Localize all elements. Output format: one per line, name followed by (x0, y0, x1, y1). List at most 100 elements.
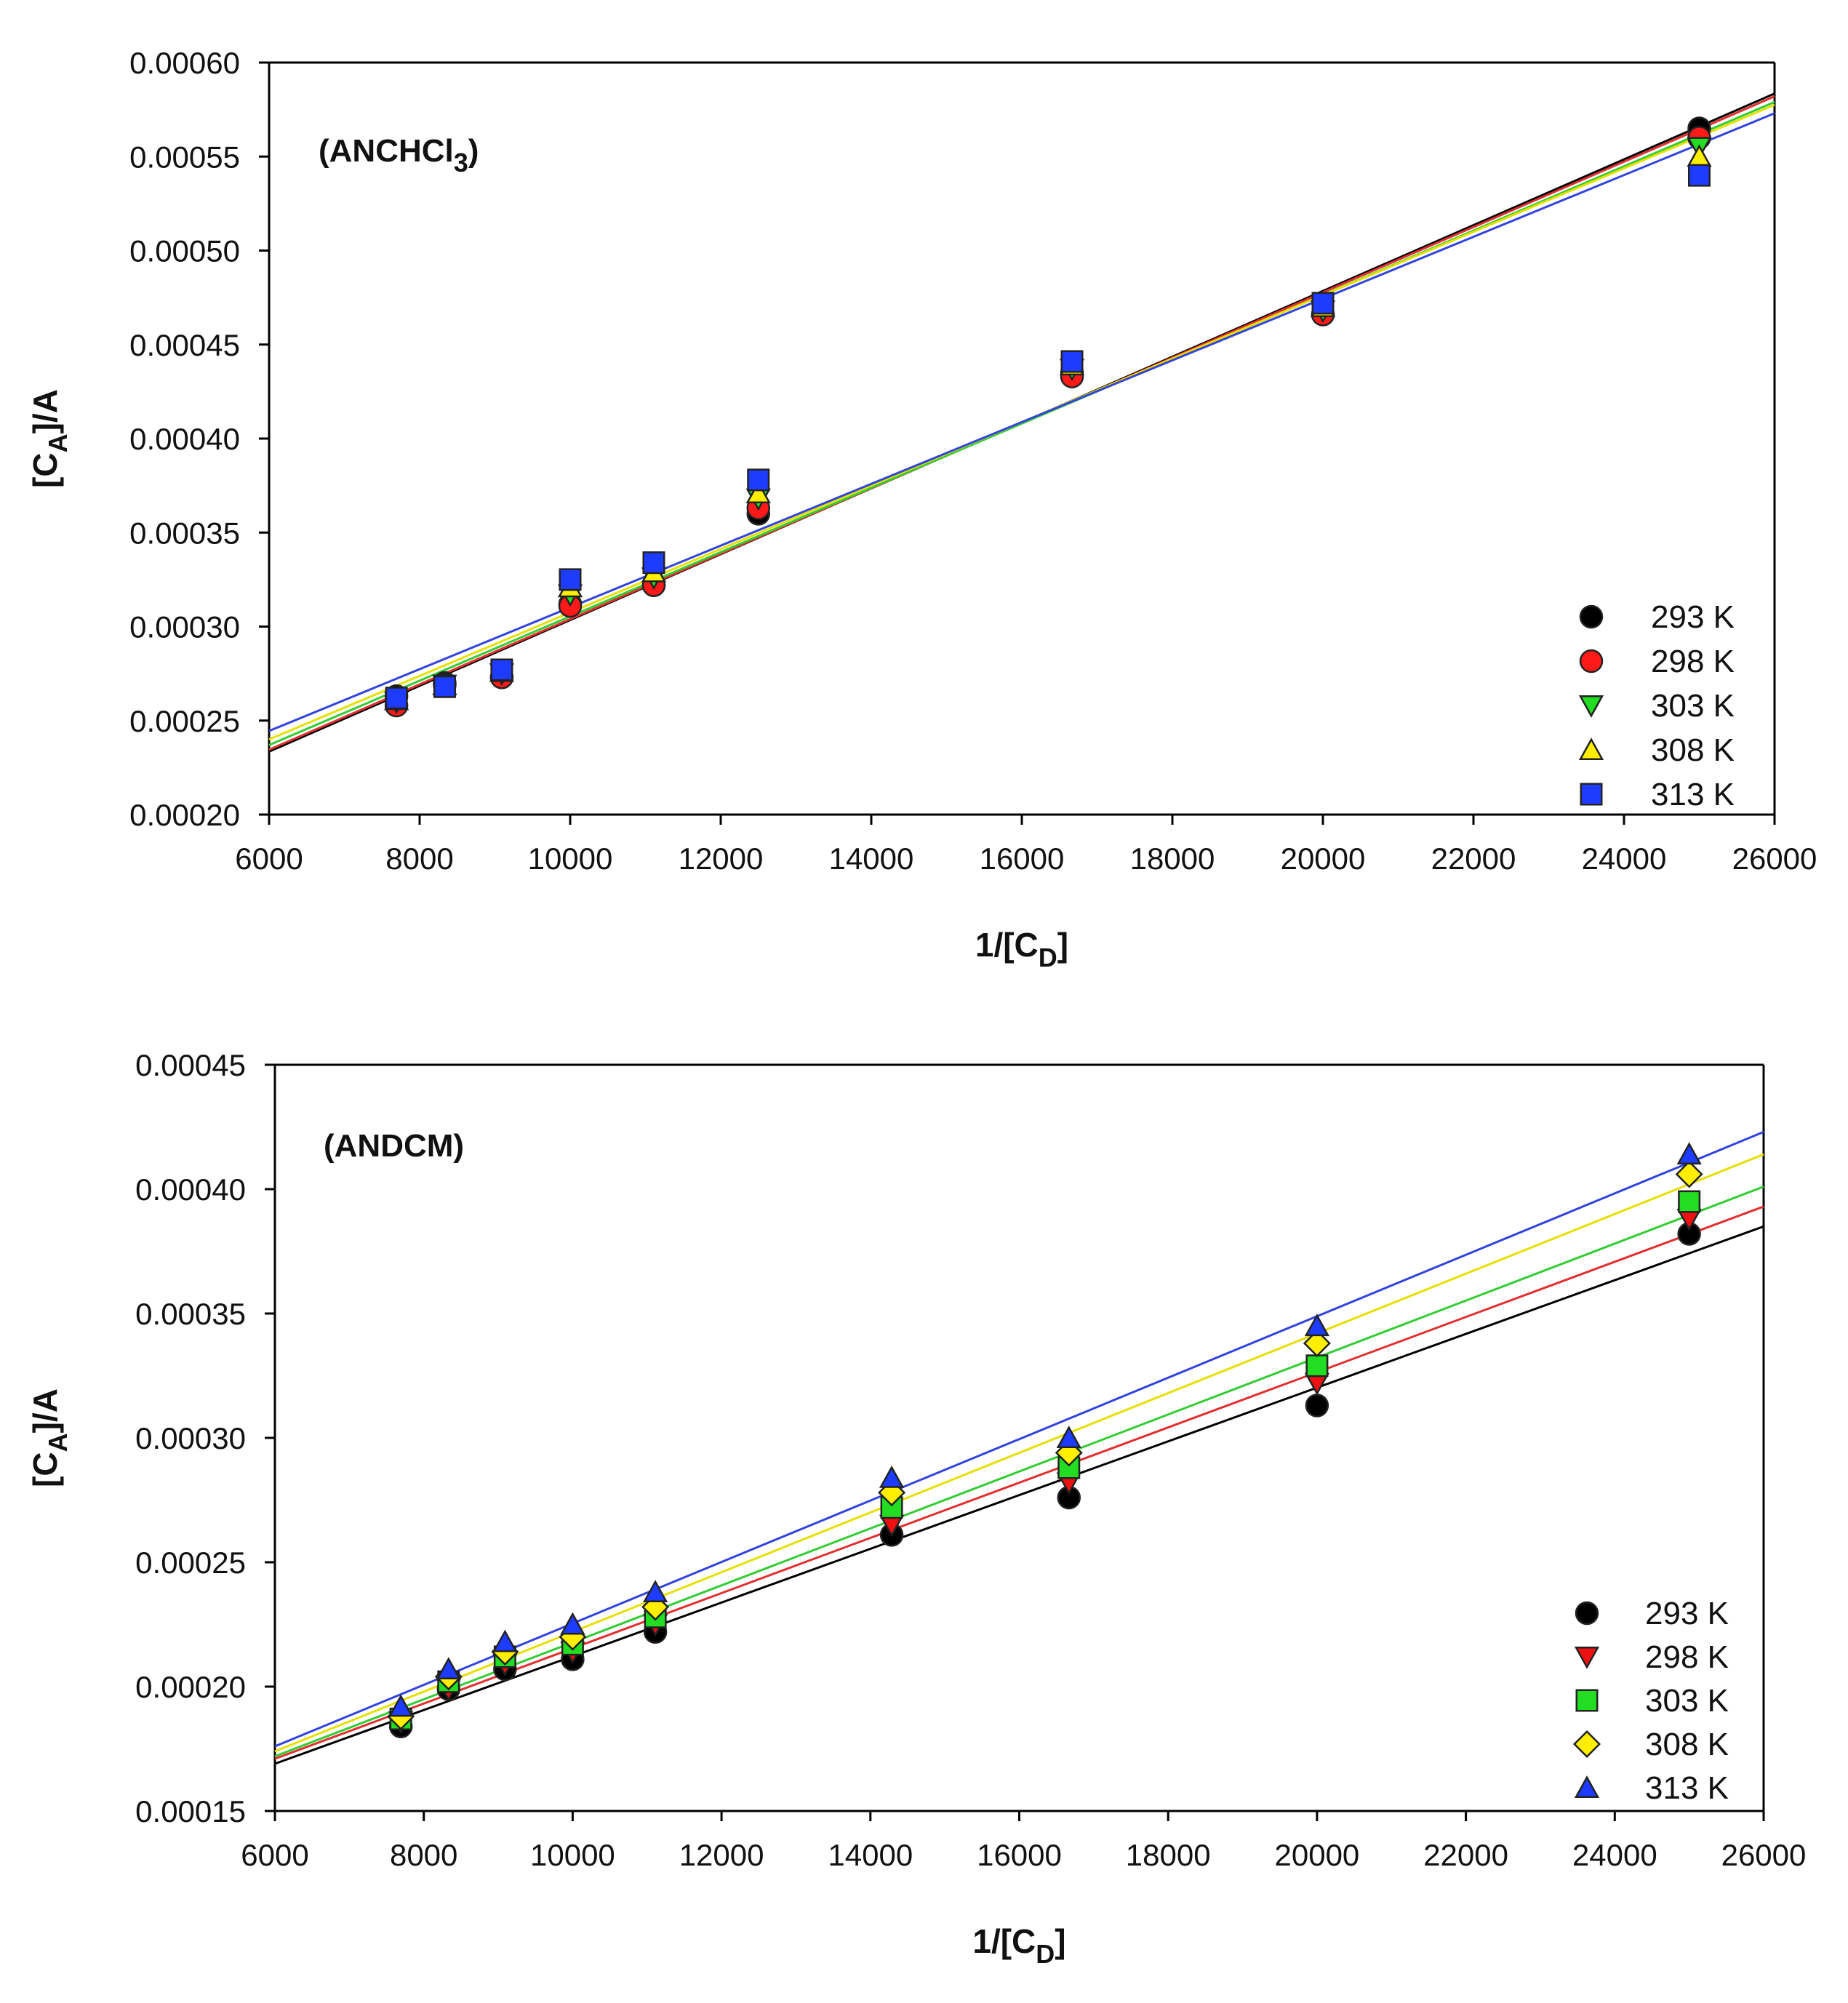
x-tick-label: 14000 (828, 1838, 913, 1872)
x-tick-label: 24000 (1572, 1838, 1657, 1872)
series-303k (383, 137, 1712, 714)
legend-label: 293 K (1651, 599, 1735, 635)
data-point (1678, 1190, 1701, 1213)
x-tick-label: 10000 (530, 1838, 615, 1872)
series-303k (389, 1190, 1701, 1730)
data-point (642, 551, 665, 575)
data-point (1060, 350, 1084, 373)
x-axis-label-main: 1/[C (972, 1922, 1036, 1960)
x-tick-label: 12000 (679, 841, 764, 876)
x-tick-label: 26000 (1721, 1838, 1807, 1872)
data-point (1056, 1426, 1081, 1448)
series-313k (388, 1142, 1702, 1717)
data-point (745, 481, 771, 503)
legend-marker (1574, 1647, 1600, 1669)
series-298k (388, 1209, 1702, 1734)
legend-marker (1575, 1689, 1599, 1712)
fit-line-308k (274, 1153, 1764, 1753)
fit-line-298k (274, 1205, 1764, 1760)
legend: 293 K 298 K 303 K 308 K 313 K (1572, 1596, 1729, 1806)
y-tick-label: 0.00040 (129, 422, 240, 456)
y-axis-label: [CA]/A (26, 1388, 73, 1487)
panel-title-main: (ANDCM) (324, 1128, 464, 1164)
x-tick-label: 24000 (1582, 841, 1667, 876)
y-axis-label-main: [C (26, 1452, 64, 1487)
series-313k (385, 164, 1711, 710)
data-point (1303, 1330, 1331, 1358)
data-point (1311, 292, 1335, 315)
y-tick-label: 0.00020 (129, 798, 240, 832)
x-tick-label: 12000 (679, 1838, 764, 1872)
y-tick-label: 0.00040 (135, 1172, 246, 1207)
y-axis-label-subscript: A (43, 433, 73, 452)
panel-title: (ANDCM) (324, 1128, 464, 1164)
x-tick-label: 20000 (1275, 1838, 1360, 1872)
x-tick-label: 22000 (1431, 841, 1516, 876)
data-point (388, 1694, 414, 1717)
y-tick-label: 0.00060 (129, 46, 240, 80)
data-point (1676, 1142, 1702, 1165)
panel-title: (ANCHCl3) (319, 133, 479, 177)
x-tick-label: 16000 (980, 841, 1065, 876)
x-tick-label: 6000 (241, 1838, 308, 1872)
fit-line-303k (274, 1186, 1764, 1758)
data-point (560, 1612, 585, 1635)
data-point (747, 468, 770, 492)
y-tick-label: 0.00045 (129, 328, 240, 362)
panel-title-main: (ANCHCl (319, 133, 454, 169)
x-tick-label: 16000 (977, 1838, 1062, 1872)
legend-label: 298 K (1645, 1639, 1729, 1675)
legend-label: 303 K (1651, 688, 1735, 724)
x-tick-label: 14000 (829, 841, 914, 876)
legend-label: 303 K (1645, 1683, 1729, 1719)
x-tick-label: 8000 (385, 841, 453, 876)
x-axis-label-subscript: D (1036, 1939, 1055, 1969)
legend-marker (1579, 604, 1604, 629)
y-tick-label: 0.00035 (135, 1297, 246, 1331)
data-point (490, 658, 513, 681)
x-axis-label-close: ] (1055, 1922, 1065, 1960)
data-point (642, 1580, 668, 1603)
x-axis-label-close: ] (1057, 926, 1068, 964)
x-tick-label: 26000 (1732, 841, 1817, 876)
y-axis-label-close: ]/A (26, 1388, 64, 1433)
x-axis-label: 1/[CD] (972, 1922, 1065, 1969)
y-axis-label: [CA]/A (26, 389, 73, 488)
legend-label: 308 K (1651, 732, 1735, 768)
x-tick-label: 20000 (1281, 841, 1366, 876)
y-tick-label: 0.00050 (129, 234, 240, 268)
x-axis-label-subscript: D (1039, 943, 1057, 972)
data-point (1687, 144, 1712, 167)
data-point (559, 568, 582, 591)
y-axis-label-close: ]/A (26, 389, 64, 433)
x-tick-label: 18000 (1130, 841, 1215, 876)
x-tick-label: 10000 (528, 841, 613, 876)
data-point (492, 1629, 518, 1652)
fit-line-293k (274, 1225, 1764, 1765)
legend-marker (1574, 1775, 1600, 1798)
x-tick-label: 6000 (235, 841, 303, 876)
y-tick-label: 0.00030 (129, 610, 240, 644)
legend: 293 K 298 K 303 K 308 K 313 K (1578, 599, 1735, 812)
legend-marker (1578, 737, 1604, 760)
series-293k (388, 1222, 1701, 1738)
data-point (1688, 164, 1711, 187)
fit-line-303k (268, 100, 1775, 746)
y-axis-label-main: [C (26, 452, 64, 488)
y-axis-label-subscript: A (43, 1433, 73, 1452)
y-tick-label: 0.00025 (129, 704, 240, 738)
x-tick-label: 8000 (390, 1838, 457, 1872)
data-point (1304, 1314, 1330, 1337)
panel-title-close: ) (468, 133, 479, 169)
y-tick-label: 0.00030 (135, 1421, 246, 1455)
legend-label: 293 K (1645, 1596, 1729, 1631)
chart-panel-1: 6000 8000 10000 12000 14000 16000 18000 20000 22… (26, 46, 1817, 972)
legend-label: 313 K (1651, 777, 1735, 812)
data-point (1675, 1160, 1703, 1188)
x-axis-label: 1/[CD] (975, 926, 1068, 972)
legend-marker (1578, 695, 1604, 718)
data-point (1305, 1354, 1329, 1378)
data-point (385, 687, 408, 710)
legend-marker (1575, 1601, 1599, 1626)
